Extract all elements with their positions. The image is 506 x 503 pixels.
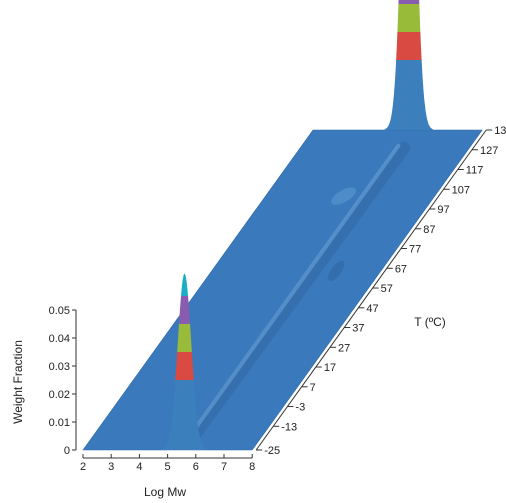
ridge-layer (186, 141, 411, 443)
z-axis-line (255, 129, 487, 451)
peak-band (177, 324, 192, 352)
z-tick-label: 137 (494, 125, 506, 137)
z-tick-label: -13 (281, 421, 297, 433)
z-tick-label: 7 (310, 382, 316, 394)
z-tick-label: -25 (264, 445, 280, 457)
peak-band (384, 60, 434, 130)
z-tick-label: 107 (452, 184, 470, 196)
peak-band (179, 296, 191, 324)
peak-band (396, 32, 422, 60)
x-tick-label: 4 (136, 461, 142, 473)
y-tick-label: 0.02 (49, 389, 70, 401)
z-tick-label: 47 (366, 303, 378, 315)
z-tick-label: 127 (480, 145, 498, 157)
y-axis-title: Weight Fraction (11, 340, 25, 424)
z-tick-label: 37 (352, 323, 364, 335)
x-tick-label: 6 (193, 461, 199, 473)
peak-band (161, 380, 208, 450)
z-tick-label: 57 (381, 283, 393, 295)
x-tick-label: 5 (165, 461, 171, 473)
peak-band (181, 273, 188, 296)
x-axis-title: Log Mw (144, 485, 186, 499)
surface-bump (331, 187, 357, 205)
ridge-shadow (188, 141, 411, 443)
x-tick-label: 7 (221, 461, 227, 473)
surface-base-plane (82, 129, 483, 451)
axes: 2 3 4 5 6 7 800.010.020.030.040.05-25-13-37172… (49, 125, 506, 473)
z-tick-label: 87 (423, 224, 435, 236)
z-tick-label: -3 (295, 402, 305, 414)
ridge-highlight (186, 143, 401, 441)
x-tick-label: 3 (108, 461, 114, 473)
peak (384, 0, 434, 130)
z-axis-title: T (ºC) (414, 315, 446, 329)
z-tick-label: 77 (409, 244, 421, 256)
x-tick-label: 8 (249, 461, 255, 473)
y-tick-label: 0 (64, 445, 70, 457)
peak-layer (161, 0, 434, 450)
peak-band (397, 4, 421, 32)
peak-band (398, 0, 420, 4)
peak-band (175, 352, 194, 380)
z-tick-label: 27 (338, 342, 350, 354)
base-plane (82, 129, 483, 451)
y-tick-label: 0.04 (49, 333, 70, 345)
peak (161, 273, 208, 450)
z-tick-label: 97 (437, 204, 449, 216)
y-tick-label: 0.01 (49, 417, 70, 429)
surface-bump (328, 260, 345, 282)
z-tick-label: 17 (324, 362, 336, 374)
y-tick-label: 0.05 (49, 305, 70, 317)
z-tick-label: 67 (395, 263, 407, 275)
y-tick-label: 0.03 (49, 361, 70, 373)
x-tick-label: 2 (80, 461, 86, 473)
z-tick-label: 117 (466, 165, 484, 177)
